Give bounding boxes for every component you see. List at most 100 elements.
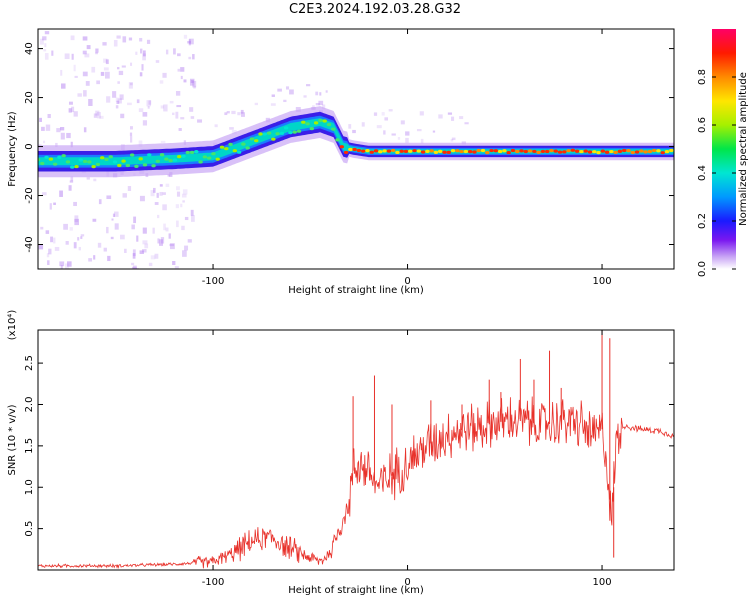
noise-pixel — [116, 100, 120, 104]
noise-pixel — [67, 261, 72, 267]
ridge-peak — [129, 153, 135, 157]
noise-pixel — [432, 130, 436, 133]
noise-pixel — [180, 75, 183, 80]
noise-pixel — [55, 142, 58, 147]
ridge-peak — [540, 149, 546, 154]
ridge-peak — [241, 142, 246, 146]
noise-pixel — [132, 253, 136, 259]
noise-pixel — [59, 261, 65, 267]
noise-pixel — [46, 253, 50, 258]
noise-pixel — [159, 191, 163, 196]
ridge-peak — [305, 122, 310, 126]
ridge-peak — [467, 150, 473, 154]
noise-pixel — [192, 54, 195, 60]
ridge-peak — [386, 149, 392, 153]
ridge-peak — [70, 165, 75, 169]
ridge-peak — [44, 155, 49, 159]
noise-pixel — [69, 180, 74, 183]
y-tick-label: 1.0 — [24, 479, 35, 495]
noise-pixel — [119, 94, 124, 100]
ridge-peak — [425, 149, 430, 153]
ridge-peak — [112, 160, 118, 164]
ridge-peak — [369, 150, 374, 154]
ridge-peak — [450, 149, 456, 153]
noise-pixel — [68, 185, 72, 191]
noise-pixel — [65, 241, 69, 245]
ridge-peak — [236, 150, 242, 154]
ridge-peak — [639, 149, 644, 153]
noise-pixel — [115, 105, 119, 109]
noise-pixel — [68, 101, 73, 105]
noise-pixel — [165, 227, 169, 232]
noise-pixel — [142, 53, 146, 61]
ridge-peak — [279, 131, 285, 135]
noise-pixel — [318, 100, 324, 106]
noise-pixel — [142, 227, 147, 234]
ridge-peak — [352, 147, 357, 152]
ridge-peak — [502, 149, 507, 153]
ridge-peak — [266, 131, 272, 135]
ridge-peak — [373, 149, 379, 153]
noise-pixel — [45, 230, 50, 234]
noise-pixel — [177, 68, 181, 72]
spectrogram-frame — [37, 28, 675, 270]
x-tick-label: 0 — [404, 577, 410, 588]
noise-pixel — [66, 132, 71, 139]
ridge-peak — [65, 160, 71, 164]
noise-pixel — [325, 90, 328, 93]
noise-pixel — [224, 112, 228, 116]
noise-pixel — [306, 84, 311, 87]
ridge-peak — [634, 150, 640, 154]
ridge-band-cyan — [38, 118, 674, 166]
noise-pixel — [176, 105, 182, 108]
noise-pixel — [169, 100, 174, 104]
noise-pixel — [78, 246, 81, 251]
ridge-peak — [211, 152, 216, 156]
ridge-peak — [151, 164, 156, 168]
snr-series-line — [38, 396, 674, 570]
noise-pixel — [184, 216, 189, 221]
colorbar: 0.0 0.2 0.4 0.6 0.8 Normalized spectral ampl… — [697, 29, 749, 277]
noise-pixel — [270, 103, 276, 106]
ridge-peak — [275, 132, 280, 136]
noise-pixel — [53, 202, 56, 205]
noise-pixel — [96, 112, 101, 119]
noise-pixel — [129, 82, 133, 86]
noise-pixel — [182, 200, 185, 203]
noise-pixel — [177, 53, 181, 57]
snr-scale-label: (x10⁴) — [7, 310, 18, 341]
noise-pixel — [71, 106, 75, 113]
ridge-peak — [446, 150, 451, 154]
y-tick-label: 20 — [24, 91, 35, 104]
noise-pixel — [231, 110, 236, 115]
noise-pixel — [157, 214, 160, 219]
ridge-peak — [600, 149, 606, 153]
spectrogram-panel: -100 0 100 -40 -20 0 20 40 Height of straight l… — [7, 28, 675, 296]
noise-pixel — [178, 128, 182, 131]
ridge-peak — [159, 153, 165, 157]
noise-pixel — [110, 236, 114, 240]
noise-pixel — [103, 247, 107, 252]
ridge-peak — [532, 149, 537, 154]
noise-pixel — [155, 60, 160, 63]
ridge-peak — [669, 148, 674, 153]
ridge-peak — [57, 155, 62, 159]
ridge-peak — [536, 150, 541, 154]
ridge-peak — [155, 159, 161, 163]
noise-pixel — [91, 66, 96, 73]
noise-pixel — [271, 94, 275, 97]
noise-pixel — [175, 204, 179, 209]
ridge-peak — [181, 154, 186, 158]
noise-pixel — [381, 112, 385, 116]
ridge-peak — [309, 127, 315, 131]
noise-pixel — [71, 53, 74, 60]
noise-pixel — [114, 223, 119, 230]
noise-pixel — [319, 92, 322, 96]
noise-pixel — [124, 248, 127, 253]
ridge-peak — [185, 150, 190, 155]
noise-pixel — [237, 112, 241, 116]
noise-pixel — [231, 130, 237, 135]
ridge-peak — [99, 156, 105, 160]
snr-x-label: Height of straight line (km) — [288, 585, 424, 596]
noise-pixel — [85, 81, 90, 86]
